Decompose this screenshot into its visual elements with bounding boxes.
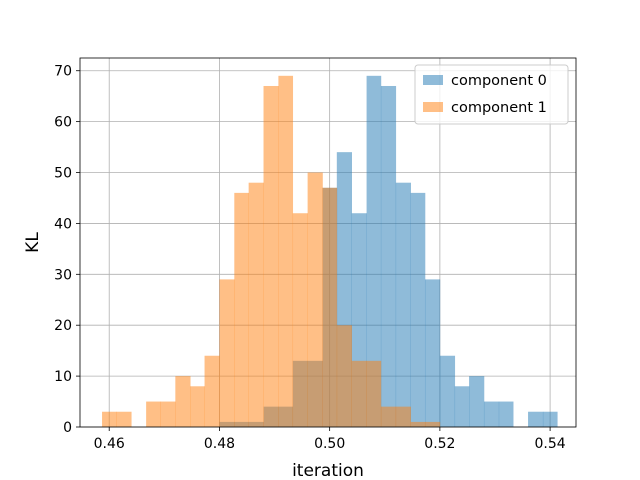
histogram-bar: [204, 355, 220, 427]
legend-box: [414, 64, 569, 125]
legend: component 0 component 1: [414, 64, 569, 125]
legend-label: component 1: [451, 100, 547, 116]
y-tick-label: 10: [54, 369, 72, 385]
histogram-bar: [351, 360, 367, 427]
histogram-bar: [424, 279, 441, 427]
histogram-bar: [410, 421, 426, 427]
histogram-bar: [483, 401, 500, 427]
histogram-bar: [248, 182, 264, 427]
x-axis-ticks: 0.46 0.48 0.50 0.52 0.54: [94, 427, 566, 452]
histogram-bar: [160, 401, 176, 427]
histogram-bar: [307, 172, 323, 427]
y-tick-label: 50: [54, 166, 72, 182]
histogram-bar: [322, 187, 338, 427]
x-tick-label: 0.52: [424, 436, 455, 452]
histogram-bar: [336, 325, 352, 427]
histogram-bar: [380, 406, 397, 427]
histogram-bar: [190, 386, 205, 427]
plot-frame: [79, 57, 577, 428]
x-tick-label: 0.46: [94, 436, 125, 452]
histogram-bar: [542, 411, 558, 427]
histogram-bar: [424, 421, 441, 427]
x-axis-label: iteration: [292, 461, 364, 480]
histogram-bar: [219, 279, 235, 427]
legend-swatch: [423, 102, 443, 112]
y-tick-label: 70: [54, 64, 72, 80]
y-tick-label: 30: [54, 267, 72, 283]
histogram-bar: [278, 75, 294, 428]
histogram-bar: [454, 386, 470, 427]
x-tick-label: 0.54: [535, 436, 566, 452]
histogram-bar: [439, 355, 456, 427]
histogram-bar: [528, 411, 544, 427]
histogram-bar: [146, 401, 161, 427]
y-tick-label: 40: [54, 216, 72, 232]
histogram-bar: [380, 85, 397, 427]
x-tick-label: 0.48: [204, 436, 235, 452]
legend-swatch: [423, 75, 443, 85]
histogram-bar: [292, 213, 308, 427]
histogram-bars: [102, 75, 558, 428]
histogram-bar: [498, 401, 514, 427]
y-axis-ticks: 0 10 20 30 40 50 60 70: [54, 64, 80, 436]
histogram-bar: [395, 406, 411, 427]
histogram-bar: [469, 376, 485, 427]
histogram-bar: [263, 85, 279, 427]
histogram-bar: [116, 411, 132, 427]
histogram-bar: [175, 376, 191, 427]
y-axis-label: KL: [23, 232, 43, 253]
legend-label: component 0: [451, 73, 547, 89]
histogram-bar: [102, 411, 117, 427]
histogram-bar: [395, 182, 411, 427]
x-tick-label: 0.50: [314, 436, 345, 452]
histogram-bar: [366, 75, 382, 428]
histogram-bar: [234, 192, 249, 427]
histogram-bar: [366, 360, 382, 427]
y-tick-label: 0: [63, 420, 72, 436]
series-1: [102, 75, 441, 428]
histogram-bar: [410, 192, 426, 427]
y-tick-label: 20: [54, 318, 72, 334]
y-tick-label: 60: [54, 115, 72, 131]
